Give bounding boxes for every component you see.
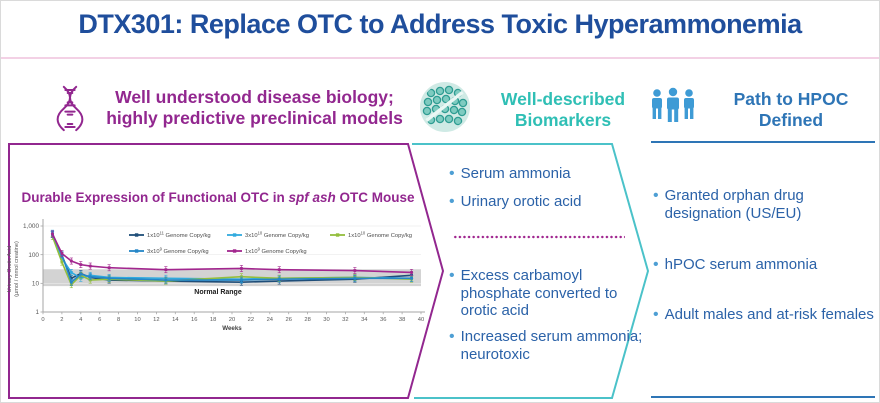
svg-text:38: 38 [399,317,405,323]
chart-title-prefix: Durable Expression of Functional OTC in [21,190,289,205]
bullet-dot [449,193,455,211]
legend-item: 1x1011 Genome Copy/kg [129,230,211,239]
list-item-text: Adult males and at-risk females [664,306,874,324]
heading-line: Path to HPOC [733,89,849,109]
svg-text:24: 24 [267,317,274,323]
bullet-dot [653,256,659,274]
dna-icon [56,85,84,132]
svg-text:1x109 Genome Copy/kg: 1x109 Genome Copy/kg [245,246,307,255]
svg-text:28: 28 [304,317,310,323]
legend-item: 3x109 Genome Copy/kg [129,246,209,255]
list-item: Serum ammonia [449,165,647,183]
svg-text:1x1011 Genome Copy/kg: 1x1011 Genome Copy/kg [147,230,211,239]
chart-title-italic: spf ash [288,190,336,205]
list-item-text: hPOC serum ammonia [664,256,818,274]
bullet-dot [449,165,455,183]
svg-text:100: 100 [28,252,39,259]
svg-text:8: 8 [117,317,120,323]
svg-text:10: 10 [32,281,40,288]
heading-line: Well-described [500,89,626,109]
svg-text:6: 6 [98,317,101,323]
normal-range-label: Normal Range [194,289,242,296]
svg-text:0: 0 [41,317,44,323]
biomarker-vials-icon [420,82,470,132]
heading-line: Biomarkers [514,110,612,131]
title-divider [1,57,879,59]
svg-text:3x1010 Genome Copy/kg: 3x1010 Genome Copy/kg [245,230,309,239]
svg-text:22: 22 [248,317,254,323]
legend-item: 1x109 Genome Copy/kg [227,246,307,255]
svg-text:1x1010 Genome Copy/kg: 1x1010 Genome Copy/kg [348,230,412,239]
svg-text:20: 20 [229,317,235,323]
list-item: Urinary orotic acid [449,193,647,211]
legend-item: 1x1010 Genome Copy/kg [330,230,412,239]
svg-text:26: 26 [285,317,291,323]
chart-title-suffix: OTC Mouse [335,190,415,205]
series-line [51,233,412,274]
list-item-text: Urinary orotic acid [460,192,582,210]
svg-text:4: 4 [79,317,83,323]
heading-line: Defined [758,110,824,131]
svg-text:10: 10 [134,317,140,323]
pillar-heading-hpoc: Path to HPOC Defined [701,89,879,132]
list-item: hPOC serum ammonia [653,256,877,274]
people-icon [652,87,694,122]
svg-text:18: 18 [210,317,216,323]
biomarkers-list-bottom: Excess carbamoyl phosphate converted to … [449,267,649,371]
y-axis-label: (µmol / mmol creatine) [14,241,20,297]
list-item-text: Serum ammonia [460,165,571,182]
svg-text:2: 2 [60,317,63,323]
list-item: Increased serum ammonia; neurotoxic [449,328,649,363]
chart-title: Durable Expression of Functional OTC in … [9,190,427,205]
svg-text:36: 36 [380,317,386,323]
bullet-dot [449,328,455,346]
list-item: Granted orphan drug designation (US/EU) [653,187,877,222]
y-axis-label: Urinary Orotic Acid [7,246,13,293]
x-axis-label: Weeks [222,325,242,332]
hpoc-list: Granted orphan drug designation (US/EU) … [653,187,877,324]
bullet-dot [449,267,455,285]
biomarkers-list-top: Serum ammonia Urinary orotic acid [449,165,647,220]
svg-text:30: 30 [323,317,329,323]
svg-text:1: 1 [35,309,39,316]
page-title: DTX301: Replace OTC to Address Toxic Hyp… [78,9,802,39]
bullet-dot [653,187,659,205]
svg-text:34: 34 [361,317,368,323]
dotted-divider [453,235,625,239]
legend-item: 3x1010 Genome Copy/kg [227,230,309,239]
list-item-text: Increased serum ammonia; neurotoxic [460,328,643,363]
svg-text:12: 12 [153,317,159,323]
svg-text:14: 14 [172,317,179,323]
heading-line: Well understood disease biology; [115,87,394,107]
svg-text:3x109 Genome Copy/kg: 3x109 Genome Copy/kg [147,246,209,255]
list-item: Excess carbamoyl phosphate converted to … [449,267,649,320]
svg-text:40: 40 [418,317,424,323]
pillar-heading-disease-biology: Well understood disease biology; highly … [97,87,412,130]
svg-text:16: 16 [191,317,197,323]
heading-line: highly predictive preclinical models [106,108,403,129]
list-item-text: Granted orphan drug designation (US/EU) [664,187,804,222]
list-item-text: Excess carbamoyl phosphate converted to … [460,267,618,320]
pillar-heading-biomarkers: Well-described Biomarkers [475,89,651,132]
svg-text:32: 32 [342,317,348,323]
svg-text:1,000: 1,000 [23,223,39,230]
bullet-dot [653,306,659,324]
list-item: Adult males and at-risk females [653,306,877,324]
